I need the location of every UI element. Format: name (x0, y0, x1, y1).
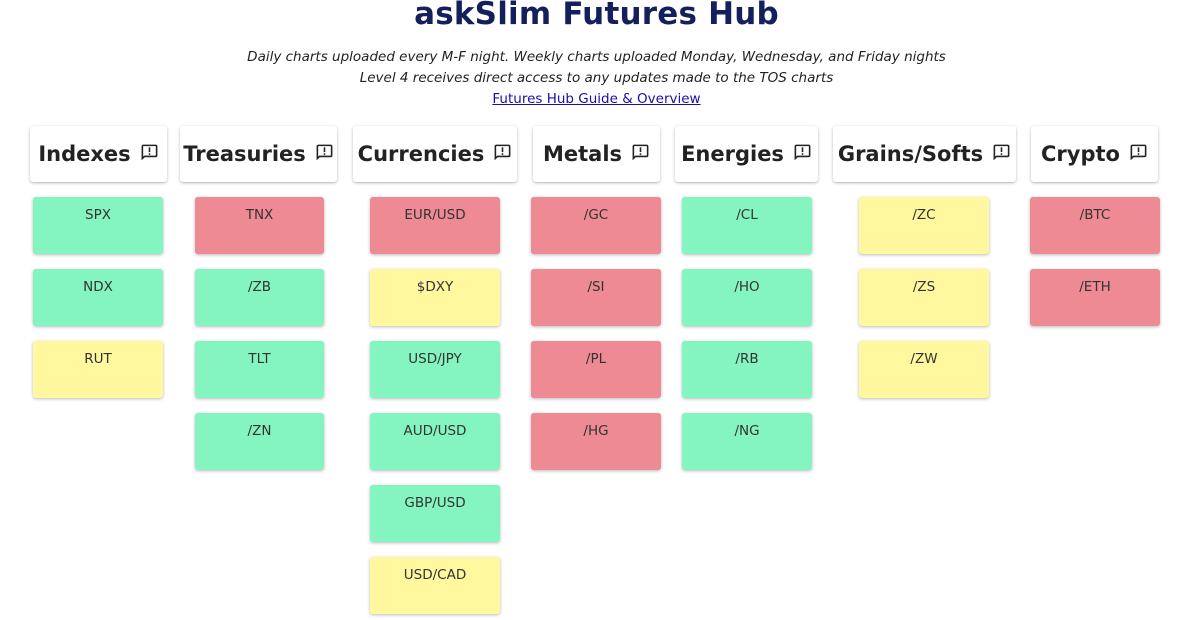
ticker-tile-tnx[interactable]: TNX (195, 197, 324, 254)
ticker-tile-eth[interactable]: /ETH (1030, 269, 1160, 326)
ticker-tile-si[interactable]: /SI (531, 269, 661, 326)
category-header-treasuries[interactable]: Treasuries (180, 126, 337, 182)
category-label: Treasuries (183, 142, 306, 166)
ticker-tile-cl[interactable]: /CL (682, 197, 812, 254)
feedback-icon[interactable] (793, 143, 812, 162)
ticker-label: /NG (734, 423, 760, 439)
feedback-icon[interactable] (315, 143, 334, 162)
feedback-icon[interactable] (631, 143, 650, 162)
ticker-label: USD/JPY (408, 351, 462, 367)
ticker-label: /ZS (912, 279, 936, 295)
ticker-tile-usd-jpy[interactable]: USD/JPY (370, 341, 500, 398)
ticker-tile-zs[interactable]: /ZS (859, 269, 989, 326)
ticker-tile-zw[interactable]: /ZW (859, 341, 989, 398)
category-header-crypto[interactable]: Crypto (1031, 126, 1158, 182)
ticker-label: GBP/USD (404, 495, 466, 511)
feedback-icon[interactable] (493, 143, 512, 162)
ticker-label: RUT (84, 351, 112, 367)
category-header-indexes[interactable]: Indexes (30, 126, 167, 182)
ticker-tile-gbp-usd[interactable]: GBP/USD (370, 485, 500, 542)
category-header-metals[interactable]: Metals (533, 126, 660, 182)
subtitle-level4-access: Level 4 receives direct access to any up… (359, 70, 834, 86)
ticker-label: TNX (245, 207, 274, 223)
ticker-label: /ETH (1079, 279, 1111, 295)
ticker-tile-dxy[interactable]: $DXY (370, 269, 500, 326)
ticker-label: NDX (83, 279, 113, 295)
page-title: askSlim Futures Hub (414, 0, 779, 32)
feedback-icon[interactable] (1129, 143, 1148, 162)
guide-link-wrapper: Futures Hub Guide & Overview (0, 91, 1193, 107)
category-label: Metals (542, 142, 623, 166)
ticker-label: /GC (583, 207, 609, 223)
ticker-label: /SI (587, 279, 605, 295)
ticker-label: USD/CAD (403, 567, 467, 583)
category-header-energies[interactable]: Energies (675, 126, 818, 182)
ticker-label: /ZB (247, 279, 272, 295)
category-label: Currencies (357, 142, 485, 166)
ticker-tile-ng[interactable]: /NG (682, 413, 812, 470)
category-header-grains-softs[interactable]: Grains/Softs (833, 126, 1016, 182)
ticker-label: SPX (85, 207, 111, 223)
ticker-tile-btc[interactable]: /BTC (1030, 197, 1160, 254)
ticker-label: EUR/USD (404, 207, 466, 223)
ticker-tile-hg[interactable]: /HG (531, 413, 661, 470)
ticker-tile-usd-cad[interactable]: USD/CAD (370, 557, 500, 614)
ticker-tile-ndx[interactable]: NDX (33, 269, 163, 326)
category-label: Energies (681, 142, 784, 166)
category-label: Grains/Softs (837, 142, 984, 166)
ticker-label: /ZC (912, 207, 936, 223)
guide-link[interactable]: Futures Hub Guide & Overview (492, 91, 701, 107)
category-label: Indexes (38, 142, 131, 166)
feedback-icon[interactable] (992, 143, 1011, 162)
category-header-currencies[interactable]: Currencies (353, 126, 517, 182)
ticker-tile-tlt[interactable]: TLT (195, 341, 324, 398)
ticker-tile-rut[interactable]: RUT (33, 341, 163, 398)
ticker-label: TLT (248, 351, 271, 367)
ticker-tile-pl[interactable]: /PL (531, 341, 661, 398)
ticker-tile-zb[interactable]: /ZB (195, 269, 324, 326)
ticker-tile-aud-usd[interactable]: AUD/USD (370, 413, 500, 470)
subtitle-daily-schedule: Daily charts uploaded every M-F night. W… (247, 49, 946, 65)
ticker-tile-zn[interactable]: /ZN (195, 413, 324, 470)
ticker-label: /ZW (910, 351, 938, 367)
ticker-tile-eur-usd[interactable]: EUR/USD (370, 197, 500, 254)
ticker-label: /CL (736, 207, 758, 223)
ticker-label: /ZN (247, 423, 272, 439)
feedback-icon[interactable] (140, 143, 159, 162)
ticker-label: /PL (585, 351, 607, 367)
ticker-tile-ho[interactable]: /HO (682, 269, 812, 326)
ticker-tile-zc[interactable]: /ZC (859, 197, 989, 254)
ticker-tile-gc[interactable]: /GC (531, 197, 661, 254)
category-label: Crypto (1041, 142, 1120, 166)
ticker-tile-spx[interactable]: SPX (33, 197, 163, 254)
ticker-label: /BTC (1079, 207, 1111, 223)
ticker-label: $DXY (416, 279, 454, 295)
ticker-label: /HO (734, 279, 760, 295)
ticker-label: /RB (735, 351, 759, 367)
ticker-label: AUD/USD (403, 423, 467, 439)
ticker-label: /HG (583, 423, 609, 439)
ticker-tile-rb[interactable]: /RB (682, 341, 812, 398)
